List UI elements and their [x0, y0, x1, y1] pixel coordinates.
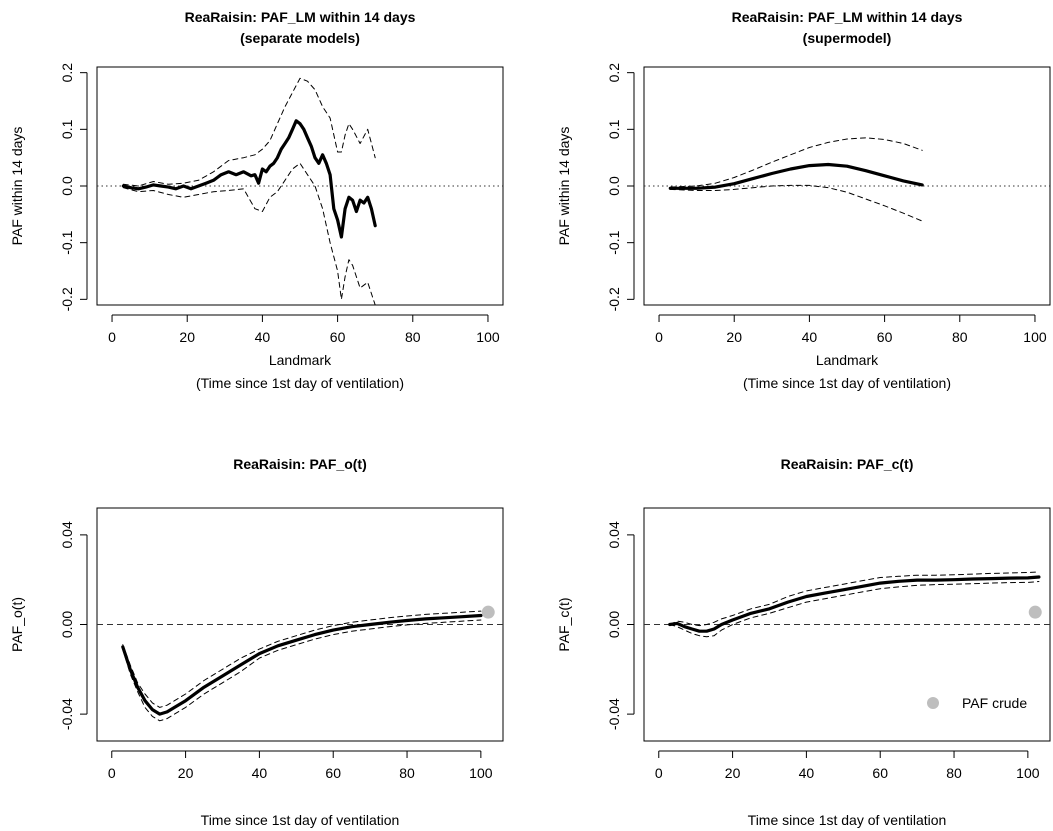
lower-ci-line [122, 619, 482, 722]
x-tick-label: 40 [255, 329, 271, 345]
x-axis-label: Time since 1st day of ventilation [748, 812, 947, 828]
chart-panel-3: ReaRaisin: PAF_o(t) 0 20 40 60 80 100 -0.04 0.00… [9, 456, 504, 828]
x-tick-label: 80 [952, 329, 968, 345]
x-tick-label: 40 [252, 765, 268, 781]
y-tick-label: -0.04 [606, 698, 622, 730]
legend: PAF crude [927, 695, 1027, 711]
y-axis: -0.2 -0.1 0.0 0.1 0.2 [59, 63, 88, 311]
upper-ci-line [122, 610, 482, 708]
x-axis-label-secondary: (Time since 1st day of ventilation) [743, 375, 951, 391]
x-tick-label: 100 [476, 329, 500, 345]
y-tick-label: 0.04 [59, 521, 75, 548]
chart-subtitle: (separate models) [240, 30, 360, 46]
y-tick-label: 0.1 [59, 119, 75, 139]
estimate-line [668, 575, 1041, 633]
x-axis-label: Time since 1st day of ventilation [201, 812, 400, 828]
y-tick-label: 0.0 [606, 176, 622, 196]
x-axis: 0 20 40 60 80 100 [108, 750, 493, 781]
legend-label: PAF crude [962, 695, 1027, 711]
chart-panel-1: ReaRaisin: PAF_LM within 14 days (separat… [9, 9, 504, 391]
y-tick-label: 0.2 [606, 63, 622, 83]
lower-ci-line [122, 162, 376, 306]
x-axis: 0 20 40 60 80 100 [108, 314, 500, 345]
x-tick-label: 0 [108, 765, 116, 781]
y-tick-label: 0.2 [59, 63, 75, 83]
y-axis: -0.2 -0.1 0.0 0.1 0.2 [606, 63, 635, 311]
x-axis-label: Landmark [816, 352, 879, 368]
x-tick-label: 20 [178, 765, 194, 781]
lower-ci-line [669, 581, 1040, 638]
y-axis-label: PAF_o(t) [9, 597, 25, 652]
y-tick-label: -0.1 [606, 230, 622, 254]
y-axis: -0.04 0.00 0.04 [606, 521, 635, 730]
y-axis-label: PAF within 14 days [9, 127, 25, 246]
estimate-line [121, 613, 483, 716]
y-tick-label: -0.1 [59, 230, 75, 254]
lower-ci-line [669, 184, 923, 222]
x-tick-label: 0 [655, 765, 663, 781]
x-tick-label: 100 [469, 765, 493, 781]
y-axis-label: PAF_c(t) [556, 597, 572, 651]
legend-marker [927, 697, 939, 709]
x-axis-label-secondary: (Time since 1st day of ventilation) [196, 375, 404, 391]
x-tick-label: 60 [872, 765, 888, 781]
chart-title: ReaRaisin: PAF_LM within 14 days [185, 9, 416, 25]
chart-title: ReaRaisin: PAF_o(t) [233, 456, 367, 472]
y-tick-label: -0.2 [59, 287, 75, 311]
y-tick-label: 0.0 [59, 176, 75, 196]
chart-panel-4: ReaRaisin: PAF_c(t) 0 20 40 60 80 100 -0.04 0.00… [556, 456, 1051, 828]
x-tick-label: 20 [726, 329, 742, 345]
y-tick-label: 0.00 [606, 611, 622, 638]
estimate-line [121, 119, 377, 239]
x-tick-label: 60 [325, 765, 341, 781]
upper-ci-line [669, 571, 1040, 627]
x-tick-label: 100 [1023, 329, 1047, 345]
x-tick-label: 60 [877, 329, 893, 345]
chart-title: ReaRaisin: PAF_c(t) [781, 456, 914, 472]
x-tick-label: 20 [179, 329, 195, 345]
x-tick-label: 40 [799, 765, 815, 781]
y-axis-label: PAF within 14 days [556, 127, 572, 246]
estimate-line [668, 162, 924, 190]
paf-crude-point [481, 605, 495, 619]
y-tick-label: 0.04 [606, 521, 622, 548]
chart-subtitle: (supermodel) [803, 30, 892, 46]
x-tick-label: 40 [802, 329, 818, 345]
y-tick-label: -0.04 [59, 698, 75, 730]
x-tick-label: 60 [330, 329, 346, 345]
x-tick-label: 100 [1016, 765, 1040, 781]
x-tick-label: 80 [399, 765, 415, 781]
paf-crude-point [1028, 605, 1042, 619]
chart-panel-2: ReaRaisin: PAF_LM within 14 days (supermo… [556, 9, 1051, 391]
upper-ci-line [122, 77, 376, 187]
x-tick-label: 0 [655, 329, 663, 345]
x-axis: 0 20 40 60 80 100 [655, 750, 1040, 781]
x-axis: 0 20 40 60 80 100 [655, 314, 1047, 345]
y-tick-label: 0.00 [59, 611, 75, 638]
x-tick-label: 20 [725, 765, 741, 781]
x-tick-label: 0 [108, 329, 116, 345]
x-tick-label: 80 [946, 765, 962, 781]
y-tick-label: 0.1 [606, 119, 622, 139]
y-tick-label: -0.2 [606, 287, 622, 311]
upper-ci-line [669, 137, 923, 188]
x-tick-label: 80 [405, 329, 421, 345]
chart-title: ReaRaisin: PAF_LM within 14 days [732, 9, 963, 25]
y-axis: -0.04 0.00 0.04 [59, 521, 88, 730]
x-axis-label: Landmark [269, 352, 332, 368]
